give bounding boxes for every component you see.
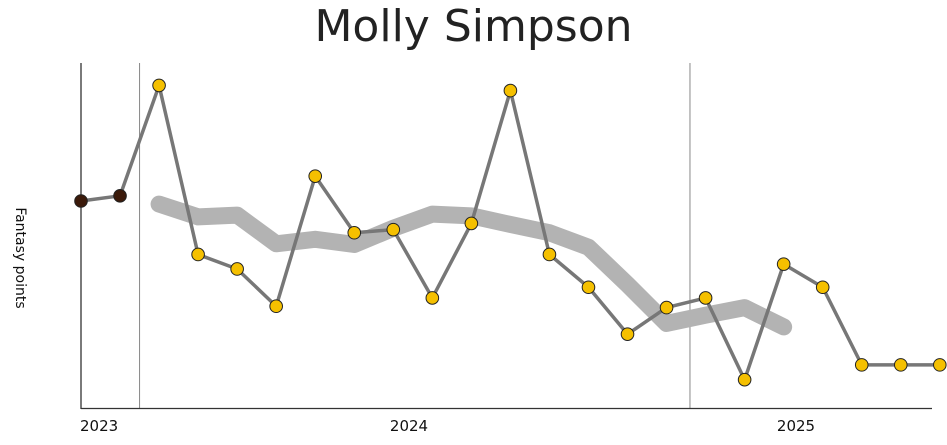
data-point — [269, 299, 283, 314]
data-point — [854, 358, 869, 372]
data-point — [581, 280, 596, 295]
data-point — [776, 257, 791, 271]
data-point — [74, 194, 88, 208]
data-point — [620, 327, 635, 341]
points-markers — [74, 78, 947, 387]
data-point — [933, 358, 947, 372]
data-point — [737, 372, 752, 387]
x-tick-label: 2024 — [390, 417, 428, 435]
data-point — [659, 300, 674, 315]
data-point — [386, 222, 401, 237]
data-point — [191, 247, 205, 262]
data-point — [815, 280, 830, 295]
data-point — [113, 189, 127, 203]
trend-line — [150, 195, 793, 336]
chart-title: Molly Simpson — [314, 1, 633, 52]
data-point — [152, 78, 166, 93]
data-point — [503, 83, 518, 98]
data-point — [230, 262, 244, 276]
x-tick-label: 2023 — [80, 417, 118, 435]
x-tick-label: 2025 — [777, 417, 815, 435]
data-point — [464, 216, 479, 231]
season-dividers — [139, 63, 691, 408]
data-point — [893, 358, 908, 372]
trend-series — [150, 195, 793, 336]
data-point — [425, 291, 440, 305]
data-point — [542, 247, 557, 262]
data-point — [347, 225, 362, 240]
data-point — [308, 169, 323, 183]
data-point — [698, 291, 713, 305]
